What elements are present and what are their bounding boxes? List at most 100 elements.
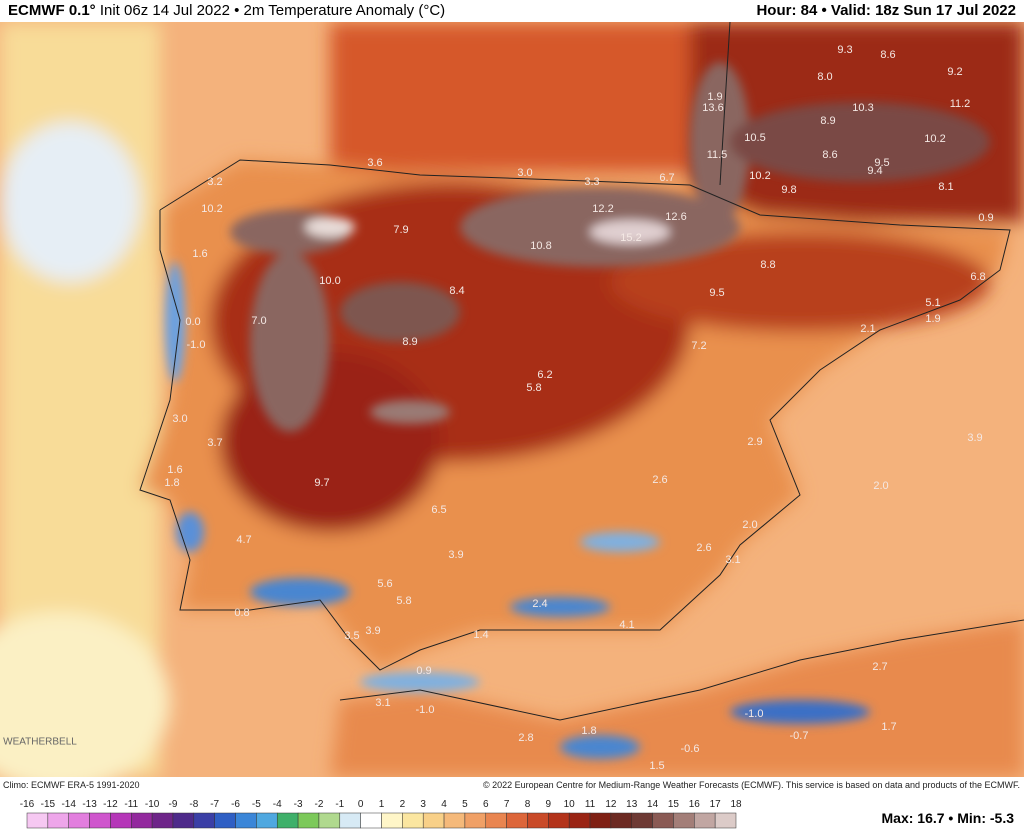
colorbar: -16 -15 -14 -13 -12 -11 -10 -9 -8 -7 -6 -5 -4 -3 -2 -1 0… bbox=[20, 799, 742, 829]
color-swatch bbox=[694, 812, 716, 829]
value-label: 8.8 bbox=[760, 259, 775, 271]
header: ECMWF 0.1° Init 06z 14 Jul 2022 • 2m Tem… bbox=[0, 0, 1024, 22]
colorbar-tick-label: -13 bbox=[82, 799, 97, 810]
color-swatch bbox=[235, 812, 257, 829]
color-swatch bbox=[172, 812, 195, 829]
header-left: ECMWF 0.1° Init 06z 14 Jul 2022 • 2m Tem… bbox=[8, 0, 445, 22]
colorbar-tick-label: 8 bbox=[525, 799, 531, 810]
color-swatch bbox=[360, 812, 382, 829]
value-label: -1.0 bbox=[745, 708, 764, 720]
value-label: 5.8 bbox=[526, 382, 541, 394]
value-label: 10.3 bbox=[852, 102, 873, 114]
colorbar-tick-label: -15 bbox=[41, 799, 56, 810]
value-label: 3.0 bbox=[172, 413, 187, 425]
color-swatch bbox=[714, 812, 737, 829]
colorbar-tick-label: -12 bbox=[103, 799, 118, 810]
value-label: 9.8 bbox=[781, 184, 796, 196]
value-label: 8.6 bbox=[880, 49, 895, 61]
value-label: 7.2 bbox=[691, 340, 706, 352]
value-label: 2.6 bbox=[696, 542, 711, 554]
value-label: 11.2 bbox=[950, 98, 971, 110]
value-label: 10.8 bbox=[530, 240, 551, 252]
map: WEATHERBELL 9.3 8.68.0 9.21.913.6 10.3 11.28… bbox=[0, 22, 1024, 777]
color-swatch bbox=[568, 812, 591, 829]
color-swatch bbox=[610, 812, 632, 829]
colorbar-tick-label: 9 bbox=[546, 799, 552, 810]
colorbar-tick-label: 15 bbox=[668, 799, 680, 810]
colorbar-tick-label: -8 bbox=[189, 799, 198, 810]
value-label: 0.8 bbox=[234, 607, 249, 619]
value-label: 10.2 bbox=[924, 133, 945, 145]
colorbar-tick-label: -7 bbox=[210, 799, 219, 810]
color-swatch bbox=[151, 812, 174, 829]
model: ECMWF 0.1° bbox=[8, 2, 96, 19]
colorbar-tick-label: -2 bbox=[314, 799, 323, 810]
colorbar-tick-label: -3 bbox=[294, 799, 303, 810]
value-label: 1.9 bbox=[925, 313, 940, 325]
colorbar-tick-label: -14 bbox=[61, 799, 76, 810]
colorbar-tick-label: 17 bbox=[710, 799, 722, 810]
value-label: 2.4 bbox=[532, 598, 547, 610]
value-label: 10.2 bbox=[749, 170, 770, 182]
value-label: 3.9 bbox=[365, 625, 380, 637]
color-swatch bbox=[193, 812, 215, 829]
value-label: 9.3 bbox=[837, 44, 852, 56]
value-label: 8.1 bbox=[938, 181, 953, 193]
color-swatch bbox=[589, 812, 612, 829]
colorbar-tick-label: 12 bbox=[605, 799, 617, 810]
colorbar-tick-label: 16 bbox=[689, 799, 701, 810]
color-swatch bbox=[527, 812, 549, 829]
value-label: 11.5 bbox=[707, 149, 728, 161]
value-label: -1.0 bbox=[187, 339, 206, 351]
colorbar-tick-label: 2 bbox=[400, 799, 406, 810]
value-label: 3.1 bbox=[725, 554, 740, 566]
color-swatch bbox=[422, 812, 445, 829]
color-swatch bbox=[339, 812, 361, 829]
extremes: Max: 16.7 • Min: -5.3 bbox=[881, 810, 1015, 826]
value-label: 2.9 bbox=[747, 436, 762, 448]
colorbar-tick-label: -11 bbox=[124, 799, 138, 810]
color-swatch bbox=[276, 812, 299, 829]
subtitle: Init 06z 14 Jul 2022 • 2m Temperature An… bbox=[99, 2, 446, 19]
value-label: 10.5 bbox=[744, 132, 765, 144]
warm-cores bbox=[230, 62, 990, 432]
value-label: 9.2 bbox=[947, 66, 962, 78]
colorbar-tick-label: -4 bbox=[273, 799, 282, 810]
color-swatch bbox=[464, 812, 487, 829]
value-label: 8.4 bbox=[449, 285, 464, 297]
color-swatch bbox=[110, 812, 132, 829]
value-label: 1.4 bbox=[473, 629, 488, 641]
colorbar-tick-label: 10 bbox=[564, 799, 576, 810]
colorbar-tick-label: 1 bbox=[379, 799, 385, 810]
climo: Climo: ECMWF ERA-5 1991-2020 bbox=[3, 780, 140, 790]
color-swatch bbox=[485, 812, 507, 829]
value-label: 3.3 bbox=[584, 176, 599, 188]
value-label: 7.0 bbox=[251, 315, 266, 327]
value-label: 6.2 bbox=[537, 369, 552, 381]
color-swatch bbox=[89, 812, 111, 829]
value-label: 4.1 bbox=[619, 619, 634, 631]
value-label: 9.5 bbox=[709, 287, 724, 299]
value-label: 15.2 bbox=[620, 232, 641, 244]
colorbar-tick-label: 6 bbox=[483, 799, 489, 810]
colorbar-tick-label: 5 bbox=[462, 799, 468, 810]
color-swatch bbox=[26, 812, 49, 829]
value-label: 6.5 bbox=[431, 504, 446, 516]
colorbar-tick-label: 18 bbox=[730, 799, 742, 810]
colorbar-tick-label: 11 bbox=[585, 799, 596, 810]
value-label: 5.1 bbox=[925, 297, 940, 309]
value-label: 3.5 bbox=[344, 630, 359, 642]
value-label: 1.9 bbox=[707, 91, 722, 103]
value-label: 1.6 bbox=[192, 248, 207, 260]
value-label: 8.0 bbox=[817, 71, 832, 83]
value-label: 3.0 bbox=[517, 167, 532, 179]
colorbar-tick-label: -1 bbox=[335, 799, 344, 810]
value-label: -0.7 bbox=[790, 730, 809, 742]
value-label: 2.1 bbox=[860, 323, 875, 335]
color-swatch bbox=[297, 812, 320, 829]
value-label: 5.6 bbox=[377, 578, 392, 590]
colorbar-tick-label: -9 bbox=[169, 799, 178, 810]
color-swatch bbox=[256, 812, 278, 829]
value-label: 10.2 bbox=[201, 203, 222, 215]
coastlines bbox=[139, 22, 1024, 721]
